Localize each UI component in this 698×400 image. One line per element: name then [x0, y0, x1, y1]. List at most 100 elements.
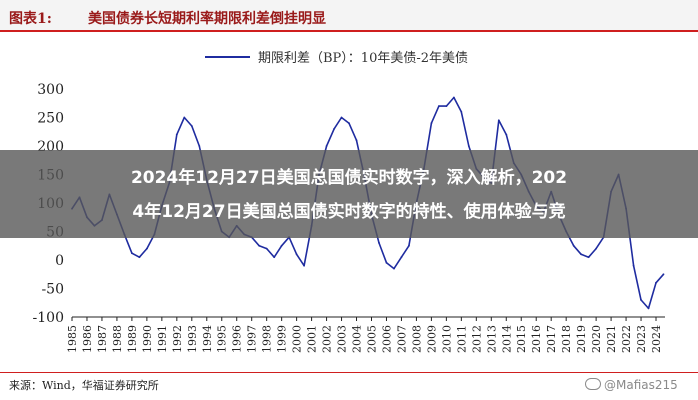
footer-divider	[0, 372, 698, 373]
x-tick-label: 1986	[81, 325, 94, 353]
x-tick-label: 2009	[425, 325, 438, 353]
data-point	[146, 247, 148, 250]
data-point	[183, 116, 186, 119]
data-point	[453, 96, 455, 99]
x-tick-labels: 1985 1986 1987 1988 1989 1990 1991 1992 1993 1994…	[66, 317, 663, 353]
data-point	[647, 307, 650, 310]
x-tick-label: 1996	[231, 325, 244, 353]
x-tick-label: 2016	[530, 325, 543, 353]
x-tick-label: 2013	[485, 325, 498, 353]
x-tick-label: 1999	[276, 325, 289, 353]
data-point	[325, 145, 328, 147]
source-note: 来源：Wind，华福证券研究所	[9, 379, 159, 392]
x-tick-label: 2014	[500, 325, 513, 353]
data-point	[355, 139, 358, 142]
figure-label: 图表1:	[9, 11, 52, 27]
data-point	[340, 116, 343, 119]
x-tick-label: 2018	[560, 325, 573, 353]
data-point	[662, 273, 665, 276]
x-tick-label: 2005	[365, 325, 378, 353]
x-tick-label: 1998	[261, 325, 274, 353]
data-point	[190, 125, 193, 127]
y-tick-label: 0	[55, 253, 64, 269]
data-point	[258, 244, 261, 247]
data-point	[378, 242, 380, 244]
legend-series-label: 期限利差（BP）：10年美债-2年美债	[258, 51, 468, 66]
data-point	[385, 261, 388, 264]
x-tick-label: 2023	[635, 325, 648, 353]
data-point	[572, 244, 575, 247]
headline-line-1: 2024年12月27日美国总国债实时数字，深入解析，202	[130, 168, 568, 188]
data-point	[580, 253, 582, 256]
data-point	[467, 145, 470, 147]
x-tick-label: 1988	[111, 325, 124, 353]
x-tick-label: 1993	[186, 325, 199, 353]
figure-header: 图表1: 美国债券长短期利率期限利差倒挂明显	[0, 0, 698, 32]
data-point	[595, 247, 597, 250]
x-tick-label: 1987	[96, 325, 109, 353]
x-tick-label: 1990	[141, 325, 154, 353]
x-tick-label: 2021	[605, 325, 618, 353]
data-point	[265, 247, 268, 250]
x-tick-label: 2003	[336, 325, 349, 353]
data-point	[408, 244, 410, 247]
x-tick-label: 1997	[246, 325, 259, 353]
chart-legend: 期限利差（BP）：10年美债-2年美债	[205, 51, 468, 66]
x-tick-label: 1985	[66, 325, 79, 353]
data-point	[175, 133, 178, 136]
headline-overlay	[0, 150, 698, 238]
x-tick-label: 2006	[380, 325, 393, 353]
watermark-text: @Mafias215	[604, 378, 678, 392]
data-point	[198, 145, 201, 147]
x-tick-label: 2017	[545, 325, 558, 353]
x-tick-label: 2010	[440, 325, 453, 353]
headline-line-2: 4年12月27日美国总国债实时数字的特性、使用体验与竞	[132, 202, 566, 222]
y-tick-label: 300	[37, 82, 64, 98]
x-tick-label: 2020	[590, 325, 603, 353]
x-tick-label: 2024	[650, 325, 663, 353]
data-point	[280, 244, 283, 247]
x-tick-label: 2000	[291, 325, 304, 353]
x-tick-label: 1994	[201, 325, 214, 353]
data-point	[303, 264, 305, 267]
x-tick-label: 2008	[410, 325, 423, 353]
x-tick-label: 2011	[455, 325, 468, 353]
x-tick-label: 1992	[171, 325, 184, 353]
data-point	[632, 264, 635, 267]
x-tick-label: 2015	[515, 325, 528, 353]
x-tick-label: 1989	[126, 325, 139, 353]
data-point	[400, 256, 403, 259]
headline-text: 2024年12月27日美国总国债实时数字，深入解析，202 4年12月27日美国…	[0, 161, 698, 229]
data-point	[348, 122, 350, 125]
data-point	[138, 256, 141, 259]
data-point	[460, 110, 463, 113]
data-point	[273, 256, 276, 259]
data-point	[587, 256, 590, 259]
x-tick-label: 2022	[620, 325, 633, 353]
data-point	[393, 267, 395, 270]
data-point	[131, 252, 133, 255]
wechat-icon	[585, 378, 601, 390]
x-tick-label: 2001	[306, 325, 319, 353]
x-tick-label: 2019	[575, 325, 588, 353]
data-point	[333, 128, 335, 130]
figure-title: 美国债券长短期利率期限利差倒挂明显	[88, 11, 326, 27]
watermark: @Mafias215	[585, 378, 678, 392]
y-tick-label: -100	[33, 310, 64, 326]
x-tick-label: 2012	[470, 325, 483, 353]
x-tick-label: 2002	[321, 325, 334, 353]
data-point	[438, 105, 440, 107]
x-tick-label: 2007	[395, 325, 408, 353]
data-point	[505, 133, 508, 136]
data-point	[497, 119, 500, 122]
x-tick-label: 2004	[351, 325, 364, 353]
data-point	[445, 105, 448, 107]
x-tick-label: 1995	[216, 325, 229, 353]
data-point	[640, 299, 642, 301]
x-tick-label: 1991	[156, 325, 169, 353]
y-tick-label: 250	[37, 111, 64, 127]
data-point	[430, 122, 433, 125]
data-point	[295, 253, 298, 256]
y-tick-label: -50	[41, 282, 64, 298]
data-point	[655, 281, 657, 284]
